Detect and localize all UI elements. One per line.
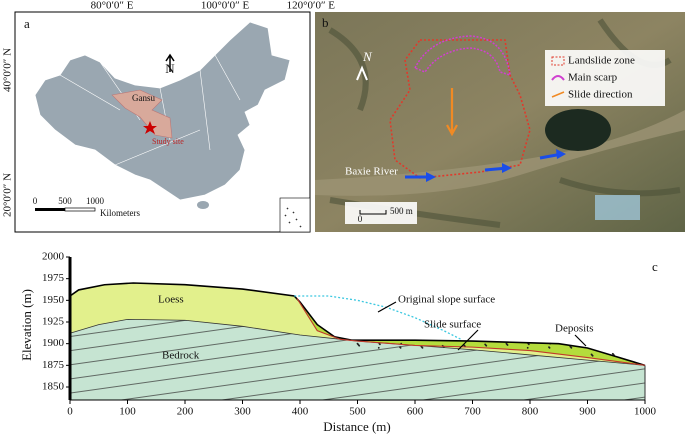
y-tick-label: 1850 [42,381,65,393]
y-tick-label: 1875 [42,359,65,371]
deposit-dot [570,346,573,349]
x-tick-label: 400 [292,406,309,418]
annotations: Loess Bedrock Original slope surface Sli… [158,294,594,362]
lat-label: 40°0′0″ N [2,48,14,92]
profile-line [69,282,646,367]
province-borders [59,54,241,166]
profile-line [296,298,646,366]
deposit-dot [485,344,488,347]
deposit-dot [591,354,594,357]
legend-swatch [551,75,565,81]
panel-label: b [322,15,329,30]
scale-label: 500 [58,196,72,206]
x-tick-label: 500 [349,406,366,418]
y-tick-label: 2000 [42,251,65,263]
profile-line [69,318,646,366]
image-panel: b N Landslide zone Main scarp Slide dire… [315,12,685,232]
north-arrow [165,53,175,72]
north-label: N [165,61,175,76]
hainan [197,201,209,209]
region-label: Loess [158,294,184,306]
river-label: Baxie River [345,166,398,178]
landslide-zone [389,39,531,179]
deposit-dot [548,346,551,349]
scale-unit: Kilometers [100,208,140,218]
scale-label: 0 [358,214,363,224]
panel-label: c [652,259,658,274]
deposit-dot [377,346,380,349]
scale-bar [64,207,96,212]
lake [545,109,611,151]
scale-label: 500 m [390,206,413,216]
scale-bar [35,208,65,211]
x-tick-label: 700 [464,406,481,418]
inset-islands [284,207,302,228]
north-arrow [356,65,368,81]
inset-box [279,197,311,233]
bedrock-hatch [70,319,645,400]
site-label: Study site [152,137,184,146]
x-tick-label: 1000 [634,406,657,418]
y-tick-label: 1925 [42,316,65,328]
lon-label: 120°0′0″ E [287,0,336,12]
x-tick-label: 900 [579,406,596,418]
scale-bar [359,210,387,215]
annotation: Deposits [555,323,594,335]
deposit-dot [421,346,424,349]
deposit-dot [379,343,381,346]
region-label: Bedrock [162,350,200,362]
x-tick-label: 200 [177,406,194,418]
annotation-arrow [377,301,587,351]
slide-arrow [446,88,458,137]
lon-label: 80°0′0″ E [91,0,134,12]
scale-box [345,202,417,224]
y-axis-label: Elevation (m) [19,289,34,361]
legend-swatch [551,91,565,98]
deposit-dot [526,346,529,349]
annotation: Slide surface [424,319,481,331]
y-tick-label: 1975 [42,272,65,284]
deposits-fill [297,298,645,366]
north-label: N [362,49,373,64]
legend-box [545,50,665,106]
legend-label: Main scarp [568,72,618,84]
y-tick-label: 1950 [42,294,65,306]
map-panel: a 80°0′0″ E 100°0′0″ E 120°0′0″ E 40°0′0… [2,0,336,233]
deposit-dot [527,343,530,346]
x-axis-label: Distance (m) [323,419,391,434]
valley [315,110,685,196]
scale-label: 1000 [86,196,105,206]
annotation: Original slope surface [398,294,495,306]
lon-label: 100°0′0″ E [201,0,250,12]
x-tick-label: 800 [522,406,539,418]
study-site-star [143,121,157,134]
scale-label: 0 [33,196,38,206]
legend-label: Slide direction [568,89,633,101]
deposit-dot [399,346,402,349]
province-label: Gansu [132,93,155,103]
ponds [595,195,640,220]
x-tick-label: 100 [119,406,136,418]
x-tick-label: 0 [67,406,73,418]
plot: 1850 1875 1900 1925 1950 1975 2000 0 100 200 300 40… [42,251,657,418]
y-tick-label: 1900 [42,337,65,349]
x-tick-label: 300 [234,406,251,418]
deposit-dot [358,344,361,347]
deposit-dot [506,344,509,346]
lat-label: 20°0′0″ N [2,173,14,217]
legend-label: Landslide zone [568,55,635,67]
panel-label: a [24,16,30,31]
legend-swatch [551,56,565,66]
x-tick-label: 600 [407,406,424,418]
